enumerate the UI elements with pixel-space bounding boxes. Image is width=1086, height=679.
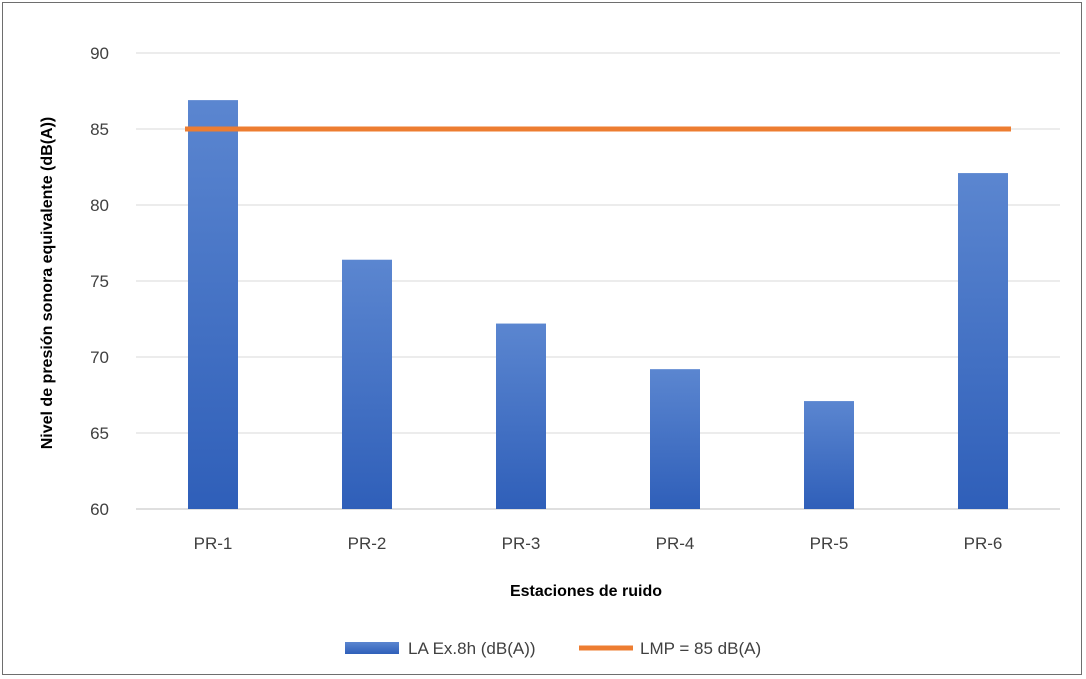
bar-pr-4 — [650, 369, 700, 509]
bar-series — [188, 100, 1008, 510]
bar-pr-1 — [188, 100, 238, 510]
legend-swatch-bar — [345, 642, 399, 654]
y-axis-ticks: 60 65 70 75 80 85 90 — [90, 44, 109, 519]
x-axis-ticks: PR-1 PR-2 PR-3 PR-4 PR-5 PR-6 — [194, 534, 1003, 553]
x-tick-label: PR-3 — [502, 534, 541, 553]
x-axis-title: Estaciones de ruido — [510, 583, 662, 600]
legend: LA Ex.8h (dB(A)) LMP = 85 dB(A) — [345, 639, 761, 658]
bar-pr-3 — [496, 323, 546, 509]
x-tick-label: PR-5 — [810, 534, 849, 553]
y-tick-label: 90 — [90, 44, 109, 63]
y-tick-label: 60 — [90, 500, 109, 519]
y-tick-label: 70 — [90, 348, 109, 367]
bar-pr-2 — [342, 259, 392, 509]
y-tick-label: 75 — [90, 272, 109, 291]
y-axis-title: Nivel de presión sonora equivalente (dB(… — [39, 117, 56, 450]
gridlines — [136, 52, 1060, 510]
x-tick-label: PR-6 — [964, 534, 1003, 553]
x-tick-label: PR-1 — [194, 534, 233, 553]
x-tick-label: PR-2 — [348, 534, 387, 553]
x-tick-label: PR-4 — [656, 534, 695, 553]
y-tick-label: 65 — [90, 424, 109, 443]
bar-pr-5 — [804, 401, 854, 509]
legend-label-line: LMP = 85 dB(A) — [640, 639, 761, 658]
bar-pr-6 — [958, 173, 1008, 509]
y-tick-label: 85 — [90, 120, 109, 139]
legend-label-bar: LA Ex.8h (dB(A)) — [408, 639, 536, 658]
y-tick-label: 80 — [90, 196, 109, 215]
